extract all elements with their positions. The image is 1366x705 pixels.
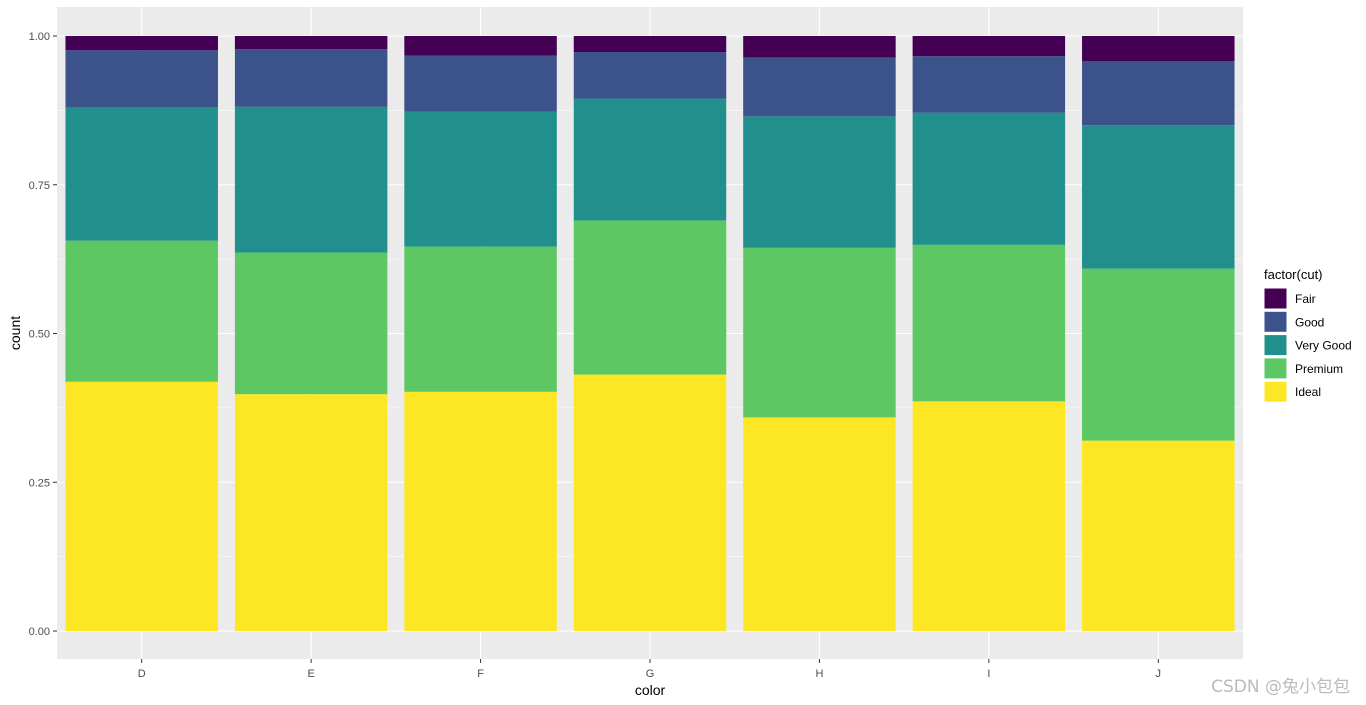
bar-segment [912,36,1066,57]
x-tick-label: D [138,668,146,680]
bar-segment [743,36,896,58]
legend-title: factor(cut) [1264,267,1323,282]
legend-key [1263,334,1288,357]
bar-segment [912,112,1066,245]
bar-segment [573,374,727,631]
x-tick-label: H [815,668,823,680]
y-tick-label: 0.75 [29,180,50,192]
bar-segment [743,57,896,117]
bar-segment [234,106,388,253]
x-tick-label: J [1156,668,1162,680]
y-tick-label: 0.00 [29,626,50,638]
y-tick-label: 0.50 [29,329,50,341]
bar-segment [1082,440,1235,631]
bar-segment [1082,268,1235,441]
legend-key [1263,357,1288,380]
bar-segment [234,252,388,395]
x-tick-label: E [307,668,314,680]
bar-segment [65,36,218,51]
legend: factor(cut) Fair Good Very Good Premium Idea… [1263,267,1352,403]
legend-label: Very Good [1295,339,1352,353]
bar-segment [65,50,218,108]
bar-segment [234,36,388,50]
legend-label: Ideal [1295,385,1321,399]
x-tick-label: I [987,668,990,680]
legend-label: Premium [1295,362,1343,376]
bar-segment [743,116,896,248]
bar-segment [65,240,218,382]
y-tick-label: 1.00 [29,31,50,43]
bar-segment [234,394,388,631]
bar-segment [912,56,1066,113]
bar-segment [404,111,557,247]
bar-segment [404,55,557,112]
watermark: CSDN @兔小包包 [1211,677,1350,697]
x-axis-title: color [635,682,666,698]
legend-key [1263,287,1288,310]
bar-segment [743,247,896,418]
legend-label: Fair [1295,292,1316,306]
bar-segment [912,401,1066,631]
bar-segment [404,246,557,392]
bar-segment [65,381,218,631]
legend-key [1263,380,1288,403]
bar-segment [1082,60,1235,126]
x-axis: D E F G H I J [138,659,1161,680]
bars [65,36,1235,631]
bar-segment [573,36,727,53]
legend-label: Good [1295,315,1324,329]
bar-segment [1082,36,1235,61]
legend-key [1263,310,1288,333]
bar-segment [573,220,727,375]
y-axis-title: count [7,316,23,350]
bar-segment [912,244,1066,402]
bar-segment [65,107,218,241]
bar-segment [743,417,896,631]
bar-segment [234,49,388,107]
bar-segment [404,36,557,56]
bar-segment [404,391,557,631]
y-axis: 0.00 0.25 0.50 0.75 1.00 [29,31,57,638]
bar-segment [573,98,727,221]
bar-segment [573,52,727,99]
bar-segment [1082,125,1235,269]
x-tick-label: F [477,668,484,680]
y-tick-label: 0.25 [29,477,50,489]
x-tick-label: G [646,668,655,680]
